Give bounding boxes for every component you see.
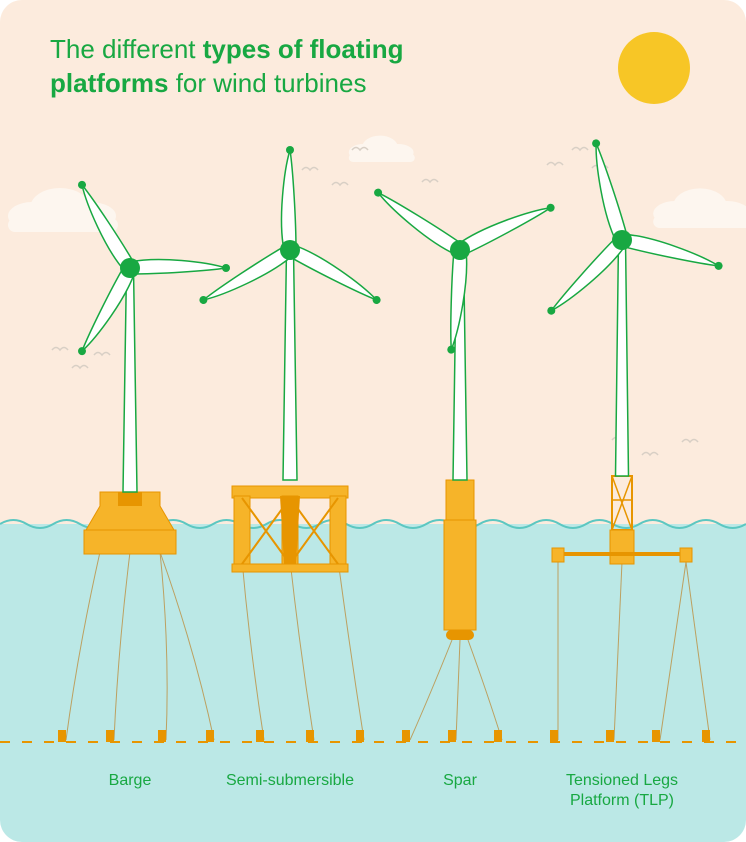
infographic-svg: The different types of floating platform… [0,0,746,842]
anchor-block [494,730,502,742]
platform-label: Platform (TLP) [570,792,674,809]
anchor-block [402,730,410,742]
infographic-canvas: The different types of floating platform… [0,0,746,842]
platform-label: Spar [443,772,477,789]
turbine-hub [280,240,300,260]
anchor-block [256,730,264,742]
anchor-block [550,730,558,742]
tlp-hull [610,530,634,564]
anchor-block [106,730,114,742]
anchor-block [702,730,710,742]
anchor-block [356,730,364,742]
barge-transition [118,492,142,506]
blade-tip-dot [222,264,230,272]
anchor-block [306,730,314,742]
title-line-1: The different types of floating [50,34,404,64]
blade-tip-dot [286,146,294,154]
tlp-pontoon [552,548,564,562]
sun-icon [618,32,690,104]
turbine-hub [120,258,140,278]
anchor-block [448,730,456,742]
anchor-block [58,730,66,742]
title-line-2: platforms for wind turbines [50,68,366,98]
turbine-tower [616,240,629,476]
turbine-hub [450,240,470,260]
anchor-block [206,730,214,742]
spar-ballast [446,630,474,640]
tlp-pontoon [680,548,692,562]
barge-hull [84,530,176,554]
semi-pontoon [232,564,348,572]
spar-body [444,520,476,630]
spar-top [446,480,474,520]
turbine-hub [612,230,632,250]
platform-label: Tensioned Legs [566,772,678,789]
platform-label: Barge [109,772,152,789]
anchor-block [652,730,660,742]
anchor-block [158,730,166,742]
anchor-block [606,730,614,742]
platform-label: Semi-submersible [226,772,354,789]
